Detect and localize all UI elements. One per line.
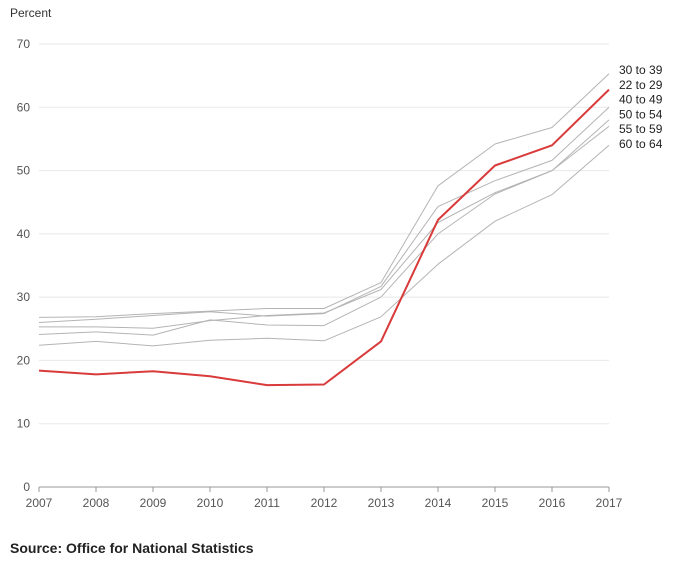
y-tick-label: 40 (17, 227, 31, 241)
x-tick-label: 2017 (596, 496, 623, 510)
legend-label-50-to-54: 50 to 54 (619, 107, 663, 121)
y-axis-label: Percent (10, 6, 52, 20)
series-line-22-to-29 (38, 88, 610, 387)
x-tick-label: 2011 (254, 496, 280, 510)
x-tick-label: 2009 (140, 496, 167, 510)
x-tick-label: 2012 (311, 496, 338, 510)
series-line-55-to-59 (38, 125, 610, 336)
y-tick-label: 60 (17, 100, 31, 114)
legend-label-55-to-59: 55 to 59 (619, 122, 663, 136)
x-tick-label: 2015 (482, 496, 509, 510)
y-tick-label: 50 (17, 164, 31, 178)
gridlines (39, 43, 609, 488)
x-tick-label: 2007 (26, 496, 53, 510)
x-tick-label: 2014 (425, 496, 452, 510)
x-tick-label: 2013 (368, 496, 395, 510)
series-line-50-to-54 (39, 119, 610, 329)
x-tick-label: 2016 (539, 496, 566, 510)
x-tick-label: 2010 (197, 496, 224, 510)
line-chart: Percent 0 10 20 30 40 50 60 70 2007 2008 2009 2010… (10, 6, 663, 510)
series-line-40-to-49 (38, 106, 610, 323)
y-tick-labels: 0 10 20 30 40 50 60 70 (17, 37, 31, 494)
x-tick-labels: 2007 2008 2009 2010 2011 2012 2013 2014 2015 2016… (26, 487, 623, 510)
source-note: Source: Office for National Statistics (10, 540, 254, 556)
y-tick-label: 30 (17, 290, 31, 304)
series-line-60-to-64 (38, 144, 610, 347)
legend-label-60-to-64: 60 to 64 (619, 137, 663, 151)
y-tick-label: 20 (17, 353, 31, 367)
y-tick-label: 10 (17, 417, 31, 431)
x-tick-label: 2008 (83, 496, 110, 510)
series-line-30-to-39 (38, 73, 610, 318)
legend-label-40-to-49: 40 to 49 (619, 93, 663, 107)
y-tick-label: 70 (17, 37, 31, 51)
legend-label-30-to-39: 30 to 39 (619, 63, 663, 77)
series-lines (38, 73, 610, 387)
legend-label-22-to-29: 22 to 29 (619, 78, 663, 92)
y-tick-label: 0 (23, 480, 30, 494)
